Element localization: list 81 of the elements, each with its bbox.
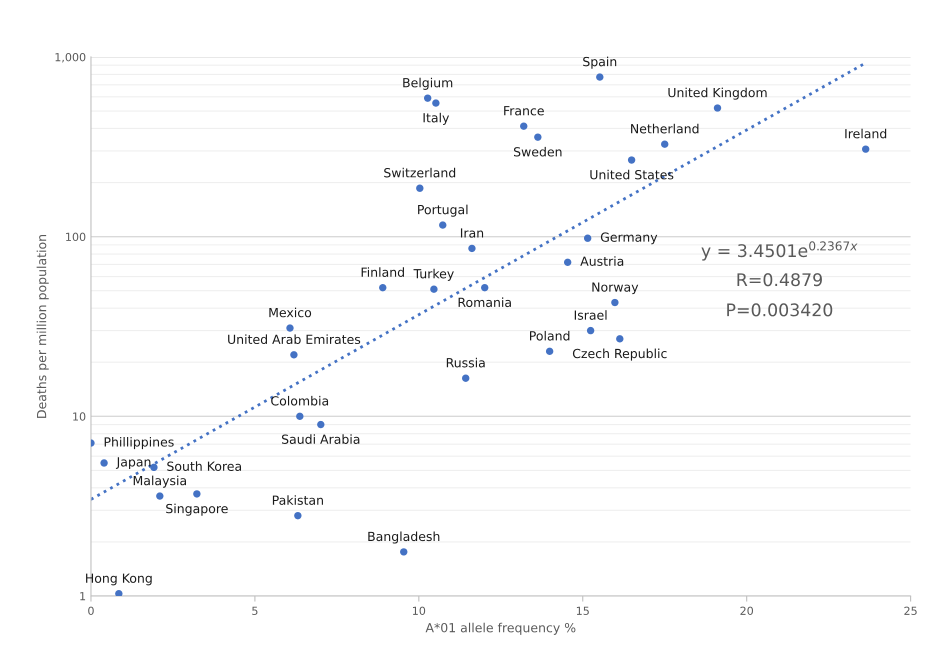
annotation: Bangladesh [368,531,440,544]
annotation: Russia [446,358,485,368]
annotation: Hong Kong [86,574,152,586]
annotation: Mexico [269,308,312,318]
point [462,374,470,382]
annotation: Netherland [631,124,698,134]
point [616,335,624,342]
point [379,284,386,292]
point [296,412,304,420]
annotation: Malaysia [134,476,186,488]
point [439,221,446,229]
point [430,286,438,293]
point [115,590,123,596]
annotation: Colombia [271,396,328,406]
annotation: Belgium [403,78,452,90]
x-axis-title: A*01 allele frequency % [426,622,576,635]
x-tick-label: 25 [904,606,917,616]
annotation: Singapore [166,504,228,516]
x-tick-label: 5 [252,606,258,616]
point [714,104,722,112]
point [546,348,554,356]
y-tick-label: 10 [73,412,86,421]
x-tick-label: 20 [740,606,754,616]
point [534,133,542,141]
annotation: Sweden [514,146,562,157]
point [416,184,424,192]
annotation: P=0.003420 [727,303,832,316]
annotation: Israel [574,310,607,320]
annotation: France [504,106,544,116]
x-tick-label: 0 [88,606,94,616]
annotation: South Korea [167,461,242,471]
point [862,145,870,153]
annotation: Saudi Arabia [282,434,360,444]
point [481,284,488,292]
point [400,548,408,556]
annotation: Czech Republic [572,348,667,361]
point [584,234,592,242]
annotation: y = 3.4501e$^{0.2367x}$ [701,241,858,261]
annotation: Italy [424,112,450,125]
annotation: Switzerland [384,168,456,178]
x-tick-label: 10 [412,606,426,616]
annotation: Pakistan [272,495,323,505]
annotation: United Arab Emirates [228,334,360,344]
annotation: Spain [583,56,616,69]
annotation: Romania [458,297,511,308]
point [432,99,440,107]
point [468,244,476,252]
point [596,73,604,81]
point [611,298,619,306]
point [100,459,108,467]
point [628,156,636,164]
annotation: Ireland [845,128,886,138]
annotation: Austria [580,256,624,266]
annotation: Japan [116,457,150,470]
x-tick-label: 15 [576,606,589,616]
point [520,122,528,130]
point [317,420,324,428]
annotation: Phillippines [104,437,174,450]
y-tick-label: 1 [80,592,86,600]
y-tick-label: 1,000 [56,52,86,62]
annotation: Germany [600,232,658,244]
annotation: United Kingdom [668,88,767,100]
annotation: Poland [530,330,570,341]
point [156,492,164,500]
annotation: R=0.4879 [737,273,822,286]
point [286,324,294,332]
annotation: Turkey [414,268,454,281]
annotation: Portugal [418,204,468,217]
point [294,512,302,520]
point [193,490,201,498]
point [564,258,572,266]
point [290,351,298,358]
annotation: Norway [592,282,638,294]
y-tick-label: 100 [66,232,86,242]
point [586,326,594,334]
point [424,94,432,102]
annotation: Finland [362,267,404,277]
point [150,464,158,472]
point [661,140,668,148]
annotation: Iran [460,228,484,238]
y-axis-title: Deaths per million population [36,234,49,418]
